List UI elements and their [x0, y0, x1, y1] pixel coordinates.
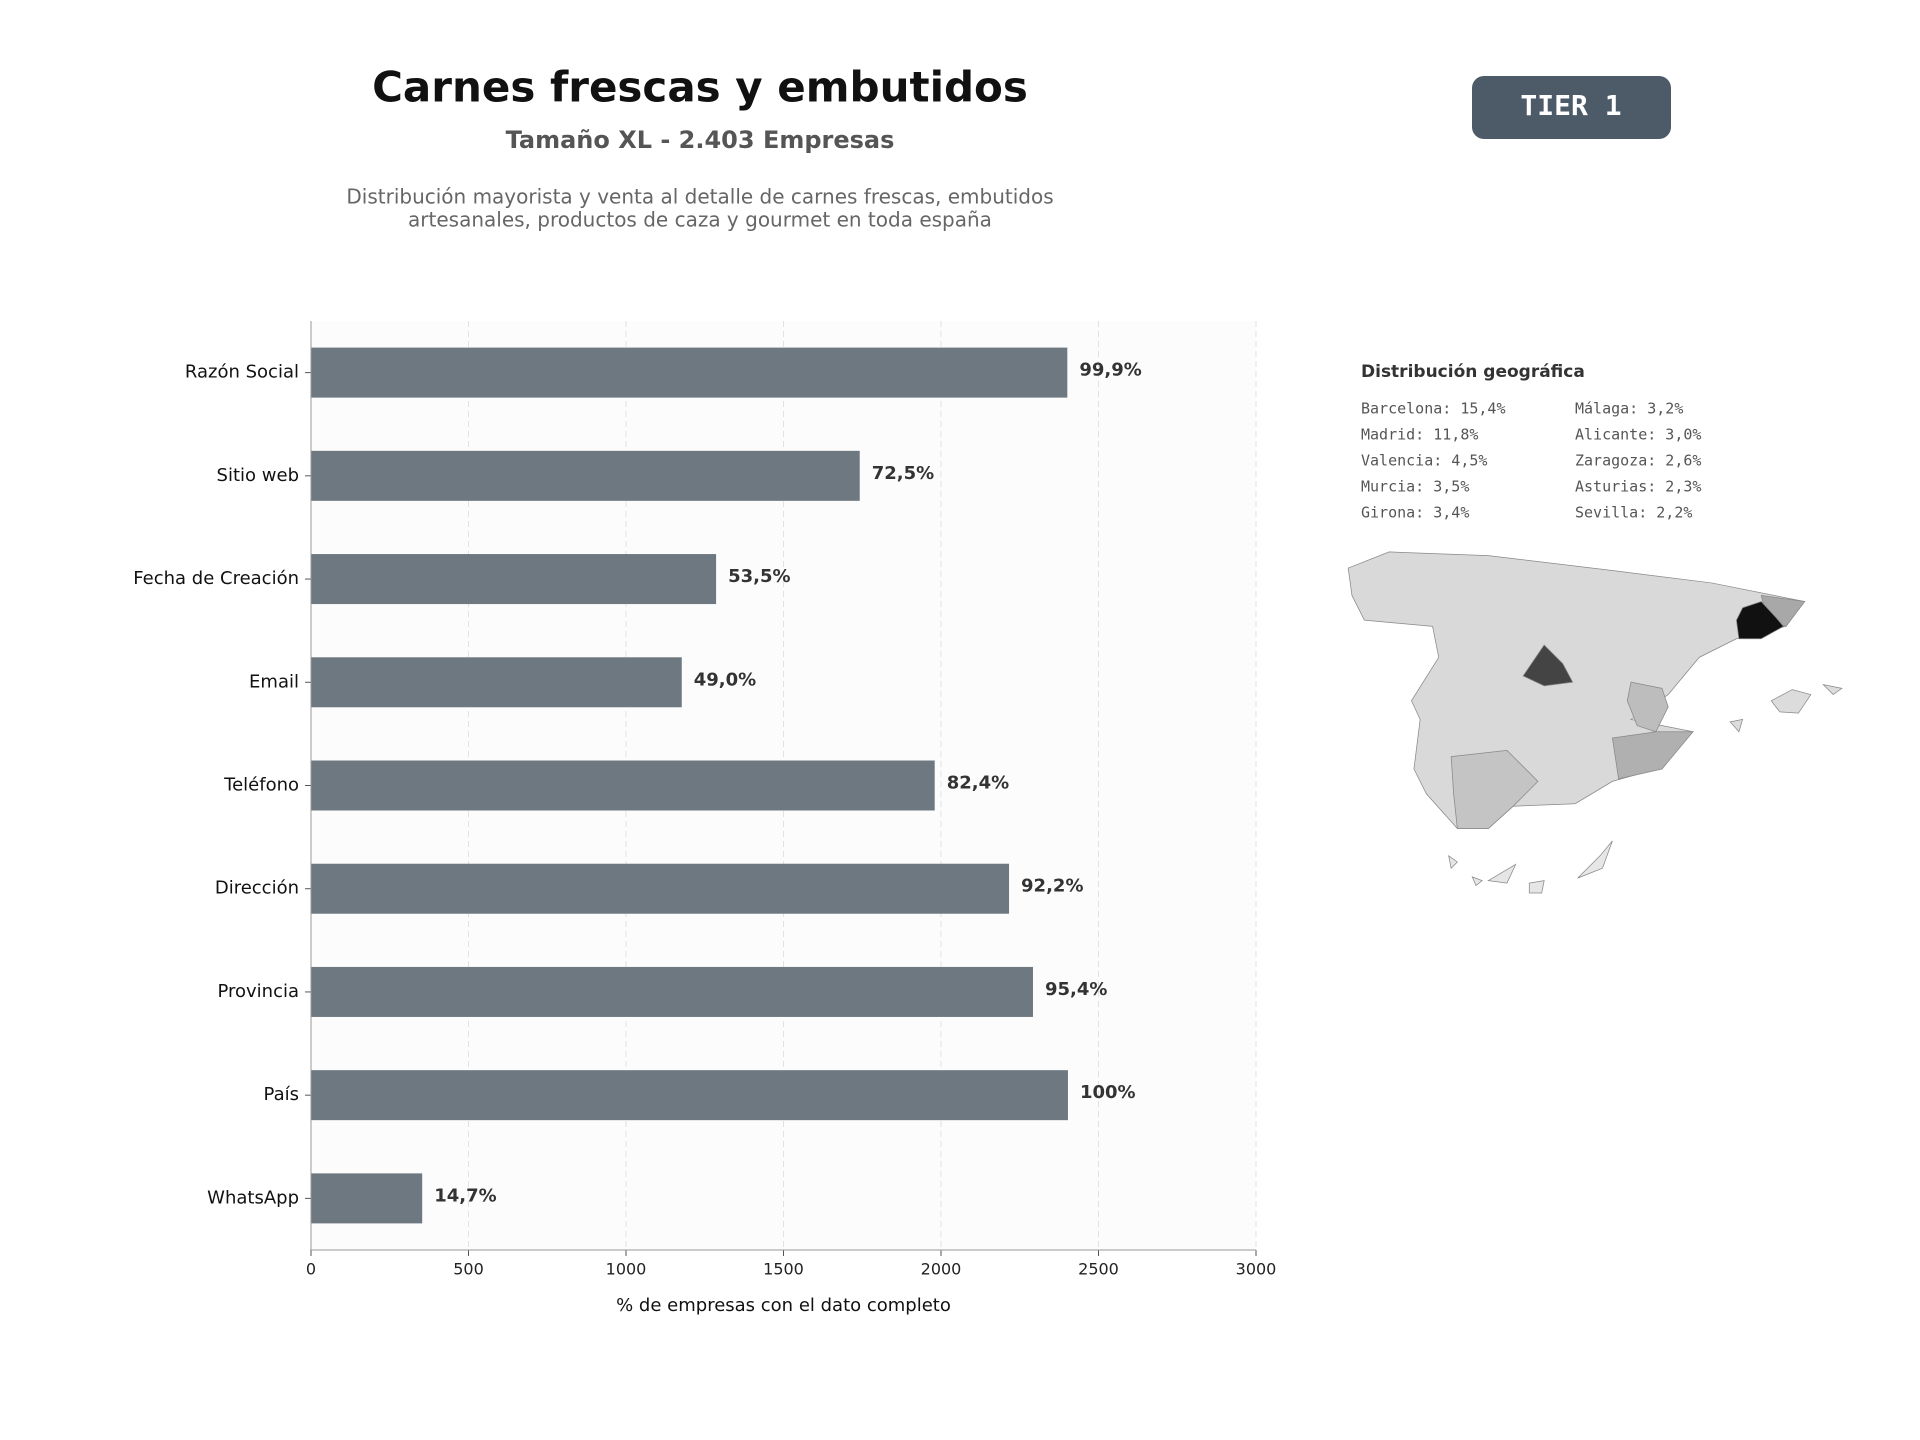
value-label: 100% [1080, 1082, 1136, 1103]
geo-item: Barcelona: 15,4% [1361, 400, 1506, 418]
bar [311, 347, 1068, 398]
description: artesanales, productos de caza y gourmet… [408, 208, 992, 232]
value-label: 82,4% [947, 773, 1009, 794]
value-label: 92,2% [1021, 876, 1083, 897]
value-label: 72,5% [872, 463, 934, 484]
geo-item: Girona: 3,4% [1361, 504, 1469, 522]
x-axis-label: % de empresas con el dato completo [616, 1295, 951, 1316]
geo-item: Madrid: 11,8% [1361, 426, 1478, 444]
y-tick-label: Sitio web [217, 465, 299, 486]
bar [311, 966, 1033, 1017]
y-tick-label: Email [249, 671, 299, 692]
map-balearic [1822, 684, 1843, 696]
geo-item: Zaragoza: 2,6% [1575, 452, 1701, 470]
x-tick-label: 3000 [1236, 1260, 1277, 1279]
bar [311, 1173, 423, 1224]
value-label: 99,9% [1079, 360, 1141, 381]
map-canary [1577, 840, 1613, 879]
geo-item: Asturias: 2,3% [1575, 478, 1701, 496]
y-tick-label: Dirección [215, 878, 299, 899]
y-tick-label: WhatsApp [207, 1187, 299, 1208]
geo-title: Distribución geográfica [1361, 362, 1585, 382]
map-barcelona [1736, 601, 1785, 640]
bar [311, 863, 1010, 914]
value-label: 53,5% [728, 566, 790, 587]
geo-item: Valencia: 4,5% [1361, 452, 1487, 470]
bar [311, 760, 935, 811]
map-region [1450, 749, 1539, 829]
geo-item: Murcia: 3,5% [1361, 478, 1469, 496]
map-canary [1471, 876, 1483, 887]
geo-item: Alicante: 3,0% [1575, 426, 1701, 444]
subtitle: Tamaño XL - 2.403 Empresas [506, 126, 895, 154]
x-tick-label: 2500 [1078, 1260, 1119, 1279]
x-tick-label: 1000 [606, 1260, 647, 1279]
map-balearic [1729, 718, 1744, 733]
value-label: 14,7% [434, 1185, 496, 1206]
y-tick-label: Teléfono [223, 775, 299, 796]
y-tick-label: País [264, 1084, 299, 1105]
map-region [1611, 731, 1694, 780]
x-tick-label: 500 [453, 1260, 484, 1279]
badge-text: TIER 1 [1520, 89, 1621, 122]
bar [311, 657, 682, 708]
map-canary [1487, 863, 1517, 884]
title: Carnes frescas y embutidos [372, 63, 1028, 112]
x-tick-label: 0 [306, 1260, 316, 1279]
badge [1472, 76, 1671, 139]
y-tick-label: Razón Social [185, 362, 299, 383]
value-label: 49,0% [694, 669, 756, 690]
value-label: 95,4% [1045, 979, 1107, 1000]
description: Distribución mayorista y venta al detall… [346, 185, 1053, 209]
geo-item: Málaga: 3,2% [1575, 400, 1683, 418]
bar [311, 554, 717, 605]
y-tick-label: Fecha de Creación [133, 568, 299, 589]
bar [311, 450, 860, 501]
x-tick-label: 2000 [921, 1260, 962, 1279]
geo-item: Sevilla: 2,2% [1575, 504, 1692, 522]
map-mainland [1347, 551, 1806, 829]
map-canary [1448, 854, 1458, 869]
bar [311, 1070, 1068, 1121]
map-madrid [1522, 644, 1574, 687]
x-tick-label: 1500 [763, 1260, 804, 1279]
map [1347, 551, 1843, 894]
y-tick-label: Provincia [217, 981, 299, 1002]
map-balearic [1770, 689, 1812, 714]
map-canary [1528, 880, 1545, 894]
